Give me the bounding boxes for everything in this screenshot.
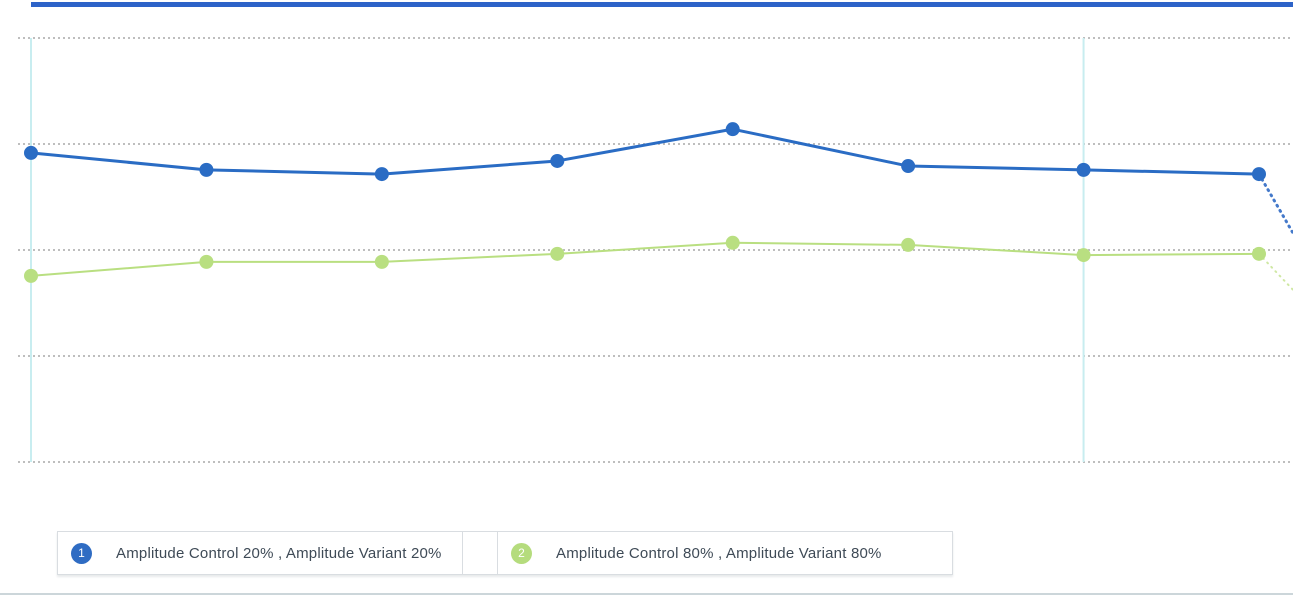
series-1-data-point (374, 167, 389, 182)
top-accent-bar (31, 2, 1293, 7)
series-1-number: 1 (78, 546, 85, 560)
series-2-data-point (374, 254, 389, 269)
legend-item-variation-1[interactable]: 1 Amplitude Control 20% , Amplitude Vari… (58, 532, 462, 574)
series-1-marker: 1 (71, 542, 92, 564)
series-2-projection (1258, 252, 1293, 291)
bottom-divider (0, 593, 1293, 595)
chart-legend: 1 Amplitude Control 20% , Amplitude Vari… (57, 531, 953, 575)
series-2-data-point (901, 237, 916, 252)
series-1-data-point (550, 153, 565, 168)
series-1-data-point (24, 145, 38, 160)
series-1-projection (1257, 172, 1293, 235)
series-2-data-point (199, 254, 214, 269)
legend-divider (462, 532, 498, 574)
series-2-line (30, 241, 1260, 277)
legend-item-variation-2[interactable]: 2 Amplitude Control 80% , Amplitude Vari… (498, 532, 952, 574)
series-1-data-point (725, 122, 740, 137)
series-1-label: Amplitude Control 20% , Amplitude Varian… (116, 544, 442, 562)
series-1-line (29, 127, 1261, 176)
series-2-data-point (1076, 248, 1091, 263)
series-2-label: Amplitude Control 80% , Amplitude Varian… (556, 544, 882, 562)
series-2-data-point (550, 246, 565, 261)
series-2-number: 2 (518, 546, 525, 560)
series-2-data-point (24, 268, 38, 283)
series-2-marker: 2 (511, 542, 532, 564)
series-1-data-point (1076, 162, 1091, 177)
series-1-data-point (901, 159, 916, 174)
series-2-data-point (1252, 246, 1266, 261)
series-2-data-point (725, 235, 740, 250)
series-1-data-point (199, 162, 214, 177)
series-1-data-point (1252, 167, 1266, 182)
